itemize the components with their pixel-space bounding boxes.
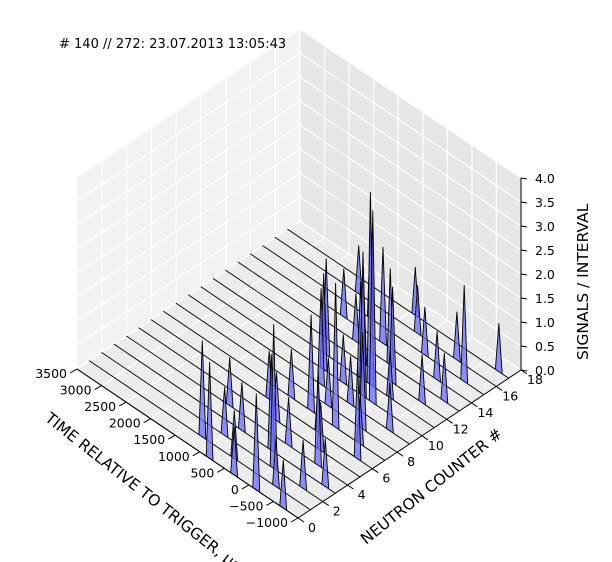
series-polygon-counter-8	[175, 302, 398, 453]
y-tick-mark	[297, 517, 305, 523]
x-tick-mark	[143, 418, 151, 424]
x-tick-label: 2500	[84, 399, 116, 414]
z-tick-mark	[520, 201, 528, 204]
x-tick-mark	[167, 434, 176, 440]
y-tick-label: 10	[428, 438, 444, 453]
tick-labels: −1000−5000500100015002000250030003500024…	[35, 171, 555, 535]
x-tick-label: 3000	[60, 383, 92, 398]
y-tick-label: 4	[358, 487, 366, 502]
y-tick-label: 14	[477, 405, 493, 420]
z-tick-label: 4.0	[535, 171, 555, 186]
series-polygon-counter-9	[188, 287, 410, 445]
z-tick-mark	[520, 225, 528, 228]
y-tick-mark	[471, 402, 478, 408]
z-tick-label: 0.5	[535, 339, 555, 354]
y-tick-label: 12	[453, 421, 469, 436]
z-tick-label: 2.5	[535, 243, 555, 258]
y-tick-label: 8	[407, 454, 415, 469]
grid-line-z	[76, 148, 522, 299]
series-polygon-counter-13	[237, 261, 460, 412]
x-tick-mark	[118, 401, 127, 407]
y-tick-label: 6	[382, 471, 390, 486]
z-tick-label: 3.5	[535, 195, 555, 210]
series-polygons	[76, 192, 510, 519]
x-tick-label: −1000	[246, 515, 288, 530]
z-tick-mark	[520, 273, 528, 276]
y-tick-mark	[421, 435, 429, 441]
z-tick-label: 1.5	[535, 291, 555, 306]
z-tick-mark	[520, 369, 528, 372]
x-tick-label: 1500	[133, 432, 165, 447]
x-tick-label: 1000	[158, 449, 190, 464]
grid-line-z	[76, 76, 522, 227]
z-tick-mark	[520, 321, 528, 324]
z-axis-label: SIGNALS / INTERVAL	[574, 203, 592, 360]
grid-line-z	[76, 172, 522, 323]
x-tick-label: 0	[231, 482, 239, 497]
y-tick-mark	[372, 468, 379, 474]
z-tick-mark	[520, 177, 528, 180]
y-tick-mark	[322, 501, 330, 506]
grid-line-z	[76, 100, 522, 251]
z-tick-mark	[520, 297, 528, 300]
x-tick-label: 3500	[35, 366, 67, 381]
x-tick-mark	[192, 451, 201, 457]
x-tick-mark	[241, 484, 250, 490]
z-tick-label: 3.0	[535, 219, 555, 234]
x-tick-mark	[69, 368, 78, 374]
grid-line-z	[76, 52, 522, 203]
y-tick-label: 0	[308, 520, 316, 535]
x-tick-mark	[94, 385, 102, 390]
z-tick-label: 2.0	[535, 267, 555, 282]
x-tick-mark	[290, 517, 299, 523]
y-axis-line	[297, 369, 522, 519]
series-polygon-counter-5	[138, 327, 361, 478]
z-tick-mark	[520, 249, 528, 252]
z-tick-label: 0.0	[535, 363, 555, 378]
series-polygon-counter-1	[88, 340, 311, 511]
y-tick-mark	[347, 484, 354, 490]
y-tick-mark	[446, 418, 453, 424]
x-tick-label: 2000	[109, 416, 141, 431]
grid-line-z	[76, 124, 522, 275]
x-tick-mark	[217, 467, 225, 473]
x-tick-mark	[266, 501, 274, 506]
grid-line-z	[76, 28, 522, 179]
y-tick-label: 2	[333, 504, 341, 519]
y-tick-label: 16	[502, 388, 518, 403]
chart-title: # 140 // 272: 23.07.2013 13:05:43	[59, 37, 286, 52]
z-tick-mark	[520, 345, 528, 348]
y-tick-mark	[495, 386, 503, 391]
x-tick-label: 500	[190, 465, 214, 480]
y-tick-label: 18	[527, 372, 543, 387]
x-axis-line	[76, 368, 299, 519]
y-tick-mark	[396, 451, 404, 457]
z-tick-label: 1.0	[535, 315, 555, 330]
x-tick-label: −500	[229, 498, 263, 513]
grid-line-z	[76, 196, 522, 347]
